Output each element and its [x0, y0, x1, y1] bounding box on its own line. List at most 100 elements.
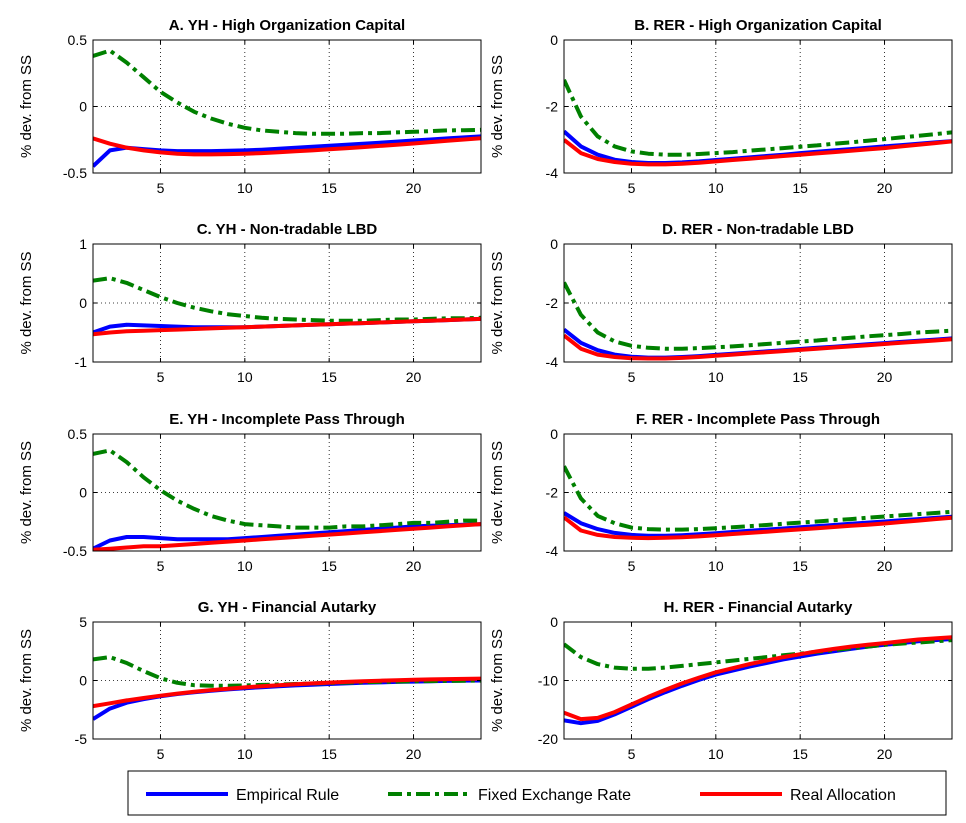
- ylabel-e: % dev. from SS: [18, 441, 35, 544]
- xtick-label-c: 5: [157, 369, 165, 385]
- ytick-label-c: 1: [79, 236, 87, 252]
- panel-b: 5 10 15 20 -4 -2 0 B. RER - High Organization C…: [489, 17, 953, 196]
- xtick-label-f: 5: [628, 558, 636, 574]
- xtick-label-e: 10: [237, 558, 253, 574]
- series-real-e: [93, 522, 481, 551]
- series-group-a: [93, 48, 481, 168]
- xtick-label-b: 20: [877, 180, 893, 196]
- xtick-label-h: 15: [792, 746, 808, 762]
- ylabel-d: % dev. from SS: [489, 251, 506, 354]
- series-real-a: [93, 136, 481, 157]
- ytick-label-b: -4: [546, 165, 559, 181]
- xtick-label-b: 5: [628, 180, 636, 196]
- series-group-d: [564, 281, 952, 361]
- ytick-label-b: -2: [546, 99, 559, 115]
- series-fixed-b: [564, 79, 952, 157]
- panel-title-a: A. YH - High Organization Capital: [169, 17, 405, 34]
- panels: 5 10 15 20-0.500.5A. YH - High Organization…: [18, 17, 953, 762]
- ytick-label-e: 0: [79, 485, 87, 501]
- series-real-f: [564, 515, 952, 541]
- xtick-label-f: 20: [877, 558, 893, 574]
- xtick-label-d: 10: [708, 369, 724, 385]
- ytick-label-h: -20: [538, 731, 558, 747]
- panel-g: 5 10 15 20 -5 0 5 G. YH - Financial Autarky % de…: [18, 599, 482, 762]
- panel-title-g: G. YH - Financial Autarky: [198, 599, 377, 616]
- panel-e: 5 10 15 20 -0.5 0 0.5 E. YH - Incomplete Pass T…: [18, 411, 482, 574]
- ytick-label-f: -2: [546, 485, 559, 501]
- xtick-label-g: 5: [157, 746, 165, 762]
- xtick-label-c: 20: [406, 369, 422, 385]
- ylabel-a: % dev. from SS: [18, 55, 35, 158]
- plot-area-b: [564, 40, 952, 173]
- ytick-label-h: -10: [538, 673, 558, 689]
- series-real-h: [564, 635, 952, 722]
- ytick-label-g: 5: [79, 614, 87, 630]
- xtick-label-h: 20: [877, 746, 893, 762]
- xtick-label-b: 15: [792, 180, 808, 196]
- series-group-h: [564, 635, 952, 726]
- series-empirical-e: [93, 522, 481, 551]
- ytick-label-h: 0: [550, 614, 558, 630]
- legend-label-empirical: Empirical Rule: [236, 787, 339, 804]
- xtick-label-g: 20: [406, 746, 422, 762]
- ylabel-f: % dev. from SS: [489, 441, 506, 544]
- xtick-label-a: 15: [321, 180, 337, 196]
- xtick-label-g: 15: [321, 746, 337, 762]
- ytick-label-f: 0: [550, 426, 558, 442]
- panel-d: 5 10 15 20 -4 -2 0 D. RER - Non-tradable LBD % d…: [489, 221, 953, 385]
- xtick-label-e: 15: [321, 558, 337, 574]
- series-group-c: [93, 276, 481, 337]
- ylabel-b: % dev. from SS: [489, 55, 506, 158]
- xtick-label-f: 10: [708, 558, 724, 574]
- xtick-label-c: 15: [321, 369, 337, 385]
- ytick-label-a: 0: [79, 99, 87, 115]
- xtick-label-d: 20: [877, 369, 893, 385]
- xtick-label-a: 20: [406, 180, 422, 196]
- xtick-label-h: 10: [708, 746, 724, 762]
- series-fixed-e: [93, 448, 481, 530]
- xtick-label-h: 5: [628, 746, 636, 762]
- plot-area-c: [93, 244, 481, 362]
- ytick-label-d: 0: [550, 236, 558, 252]
- ylabel-g: % dev. from SS: [18, 629, 35, 732]
- panel-title-h: H. RER - Financial Autarky: [664, 599, 853, 616]
- panel-title-b: B. RER - High Organization Capital: [634, 17, 882, 34]
- xtick-label-f: 15: [792, 558, 808, 574]
- xtick-label-e: 5: [157, 558, 165, 574]
- series-real-c: [93, 316, 481, 337]
- ytick-label-c: 0: [79, 295, 87, 311]
- ytick-label-e: -0.5: [63, 543, 87, 559]
- ytick-label-f: -4: [546, 543, 559, 559]
- ytick-label-g: -5: [75, 731, 88, 747]
- ylabel-h: % dev. from SS: [489, 629, 506, 732]
- legend: Empirical Rule Fixed Exchange Rate Real …: [127, 770, 947, 816]
- series-group-g: [93, 655, 481, 721]
- ytick-label-d: -4: [546, 354, 559, 370]
- ytick-label-e: 0.5: [68, 426, 88, 442]
- series-fixed-d: [564, 281, 952, 351]
- ylabel-c: % dev. from SS: [18, 251, 35, 354]
- ytick-label-c: -1: [75, 354, 88, 370]
- panel-a: 5 10 15 20 -0.5 0 0.5 A. YH - High Organization…: [18, 17, 482, 196]
- series-real-b: [564, 138, 952, 167]
- ytick-label-g: 0: [79, 673, 87, 689]
- series-group-e: [93, 448, 481, 551]
- legend-label-fixed: Fixed Exchange Rate: [478, 787, 631, 804]
- ytick-label-a: -0.5: [63, 165, 87, 181]
- xtick-label-c: 10: [237, 369, 253, 385]
- series-group-b: [564, 79, 952, 167]
- ytick-label-d: -2: [546, 295, 559, 311]
- series-fixed-a: [93, 48, 481, 136]
- ytick-label-a: 0.5: [68, 32, 88, 48]
- xtick-label-b: 10: [708, 180, 724, 196]
- series-group-f: [564, 465, 952, 541]
- series-real-g: [93, 676, 481, 709]
- series-real-d: [564, 333, 952, 361]
- xtick-label-g: 10: [237, 746, 253, 762]
- legend-box: [127, 770, 947, 816]
- panel-h: 5 10 15 20 -20 -10 0 H. RER - Financial Autarky…: [489, 599, 953, 762]
- xtick-label-d: 5: [628, 369, 636, 385]
- xtick-label-d: 15: [792, 369, 808, 385]
- panel-f: 5 10 15 20 -4 -2 0 F. RER - Incomplete Pass Thr…: [489, 411, 953, 574]
